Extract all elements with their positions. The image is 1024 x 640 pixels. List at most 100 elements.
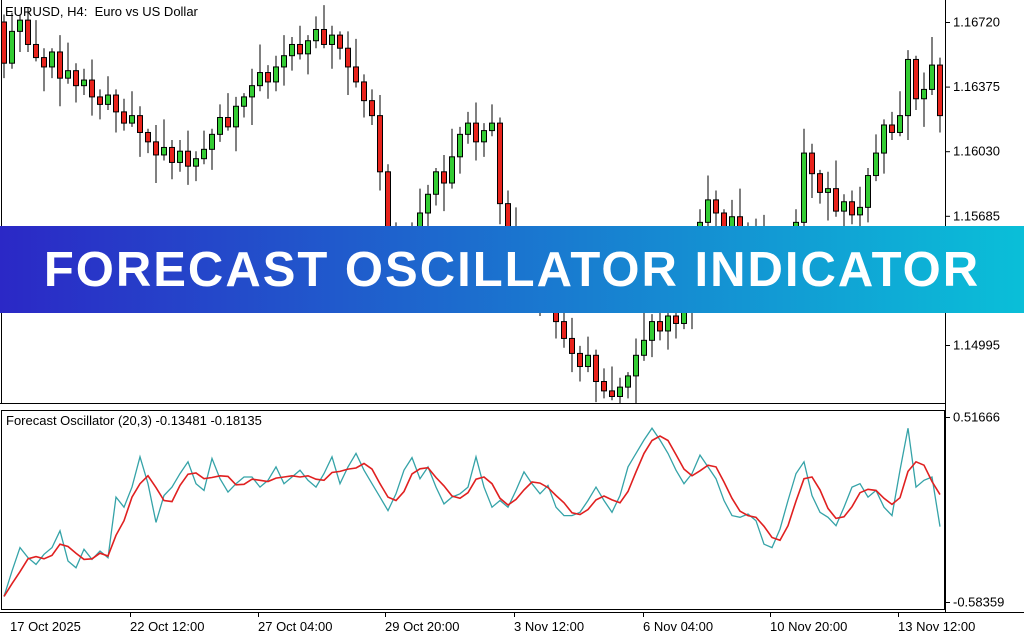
- signal-line: [3, 435, 941, 597]
- oscillator-tick-label: 0.51666: [953, 410, 1000, 425]
- candle: [193, 158, 199, 167]
- candle: [305, 40, 311, 55]
- candle: [321, 28, 327, 45]
- candle: [289, 43, 295, 57]
- candle: [841, 201, 847, 212]
- time-tick-label: 22 Oct 12:00: [130, 619, 204, 634]
- candle: [353, 66, 359, 83]
- candle: [601, 381, 607, 392]
- candle: [585, 354, 591, 368]
- candle: [65, 70, 71, 79]
- candle: [249, 85, 255, 98]
- candle: [209, 133, 215, 150]
- candle: [569, 337, 575, 354]
- candle: [73, 70, 79, 87]
- time-tick-label: 3 Nov 12:00: [514, 619, 584, 634]
- candle: [609, 390, 615, 397]
- candle: [617, 386, 623, 397]
- candle: [713, 199, 719, 214]
- candle: [921, 88, 927, 100]
- candle: [185, 150, 191, 167]
- candle: [377, 115, 383, 173]
- candle: [641, 339, 647, 356]
- candle: [81, 79, 87, 87]
- candle: [161, 146, 167, 156]
- candle: [49, 51, 55, 68]
- candle: [633, 354, 639, 377]
- candle: [457, 133, 463, 158]
- oscillator-tick-label: -0.58359: [953, 595, 1004, 610]
- candle: [561, 321, 567, 339]
- candle: [873, 152, 879, 177]
- candle: [441, 171, 447, 184]
- candle: [1, 21, 7, 64]
- candle: [433, 171, 439, 195]
- promo-banner-text: FORECAST OSCILLATOR INDICATOR: [43, 242, 981, 297]
- candle: [129, 115, 135, 124]
- candle: [25, 19, 31, 45]
- candle: [241, 96, 247, 107]
- candle: [217, 116, 223, 135]
- candle: [809, 152, 815, 175]
- candle: [41, 57, 47, 68]
- price-tick-label: 1.16030: [953, 144, 1000, 159]
- candle: [897, 115, 903, 133]
- candle: [329, 34, 335, 45]
- candle: [833, 188, 839, 212]
- candle: [849, 201, 855, 216]
- price-scale[interactable]: 1.16720 1.16375 1.16030 1.15685 1.14995: [945, 15, 1000, 353]
- candle: [825, 188, 831, 193]
- candle: [881, 124, 887, 154]
- oscillator-line: [3, 427, 941, 597]
- promo-banner: FORECAST OSCILLATOR INDICATOR: [0, 226, 1024, 313]
- oscillator-scale[interactable]: 0.51666 -0.58359: [945, 410, 1004, 610]
- oscillator-plot[interactable]: [3, 427, 941, 597]
- candle: [201, 148, 207, 160]
- candle: [121, 111, 127, 124]
- time-tick-label: 6 Nov 04:00: [643, 619, 713, 634]
- candle: [473, 122, 479, 143]
- time-tick-label: 17 Oct 2025: [10, 619, 81, 634]
- candle: [465, 122, 471, 135]
- time-tick-label: 13 Nov 12:00: [898, 619, 975, 634]
- candle: [425, 193, 431, 214]
- candle: [177, 150, 183, 163]
- candle: [33, 43, 39, 59]
- candle: [89, 79, 95, 98]
- candle: [577, 352, 583, 368]
- time-tick-label: 27 Oct 04:00: [258, 619, 332, 634]
- candle: [497, 122, 503, 205]
- candle: [9, 30, 15, 64]
- price-candles[interactable]: [1, 5, 943, 421]
- candle: [145, 131, 151, 143]
- candle: [593, 354, 599, 383]
- candle: [801, 152, 807, 223]
- candle: [481, 130, 487, 143]
- candle: [865, 175, 871, 208]
- candle: [649, 321, 655, 341]
- time-scale[interactable]: 17 Oct 2025 22 Oct 12:00 27 Oct 04:00 29 Oc…: [10, 612, 975, 634]
- symbol-title: EURUSD, H4: Euro vs US Dollar: [5, 4, 198, 19]
- candle: [913, 58, 919, 100]
- price-tick-label: 1.14995: [953, 338, 1000, 353]
- candle: [265, 72, 271, 83]
- price-tick-label: 1.15685: [953, 208, 1000, 223]
- candle: [345, 47, 351, 68]
- candle: [225, 116, 231, 128]
- candle: [297, 43, 303, 55]
- candle: [97, 96, 103, 105]
- indicator-panel-border: [1, 410, 945, 610]
- candle: [169, 146, 175, 163]
- price-tick-label: 1.16720: [953, 15, 1000, 30]
- candle: [673, 315, 679, 324]
- candle: [857, 206, 863, 216]
- candle: [905, 58, 911, 117]
- candle: [337, 34, 343, 49]
- candle: [113, 94, 119, 113]
- indicator-title: Forecast Oscillator (20,3) -0.13481 -0.1…: [6, 413, 262, 428]
- candle: [153, 141, 159, 156]
- candle: [705, 199, 711, 223]
- time-tick-label: 29 Oct 20:00: [385, 619, 459, 634]
